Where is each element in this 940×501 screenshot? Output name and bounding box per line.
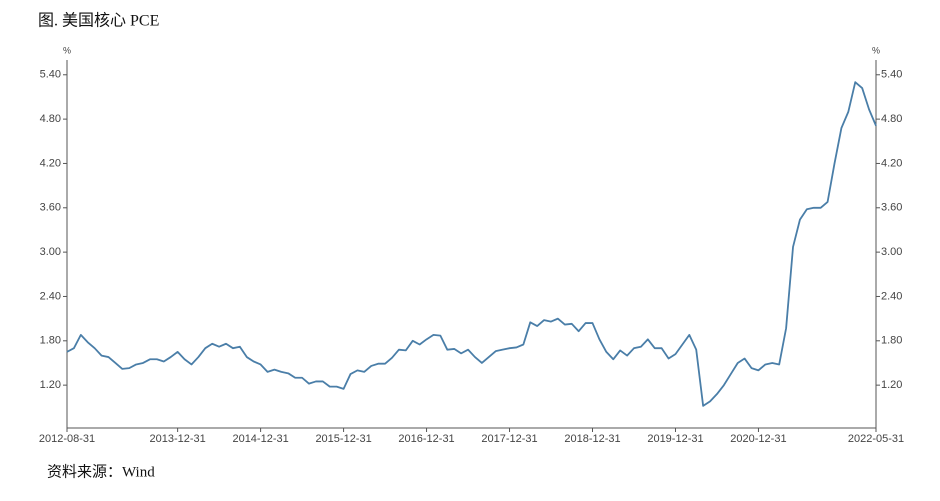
y-unit: % [63,45,71,55]
y-tick-label: 1.80 [40,335,61,347]
y2-tick-label: 1.20 [881,379,902,391]
y-tick-label: 1.20 [40,379,61,391]
x-tick-label: 2012-08-31 [39,433,95,445]
data-line [66,81,877,407]
x-tick-label: 2020-12-31 [730,433,786,445]
y-tick-label: 5.40 [40,69,61,81]
x-tick-label: 2022-05-31 [848,433,904,445]
chart-title: 图. 美国核心 PCE [38,12,159,30]
y2-tick-label: 3.00 [881,246,902,258]
y2-tick-label: 1.80 [881,335,902,347]
y-tick-label: 2.40 [40,290,61,302]
y2-tick-label: 3.60 [881,202,902,214]
x-tick-label: 2016-12-31 [398,433,454,445]
y-tick-label: 4.20 [40,157,61,169]
y-tick-label: 3.60 [40,202,61,214]
x-tick-label: 2013-12-31 [149,433,205,445]
y-tick-label: 4.80 [40,113,61,125]
x-tick-label: 2019-12-31 [647,433,703,445]
source-note: 资料来源：Wind [47,463,155,480]
y2-tick-label: 4.20 [881,157,902,169]
x-tick-label: 2014-12-31 [232,433,288,445]
x-tick-label: 2015-12-31 [315,433,371,445]
x-tick-label: 2018-12-31 [564,433,620,445]
y2-tick-label: 4.80 [881,113,902,125]
y2-tick-label: 5.40 [881,69,902,81]
x-tick-label: 2017-12-31 [481,433,537,445]
y-tick-label: 3.00 [40,246,61,258]
y2-unit: % [872,45,880,55]
y2-tick-label: 2.40 [881,290,902,302]
